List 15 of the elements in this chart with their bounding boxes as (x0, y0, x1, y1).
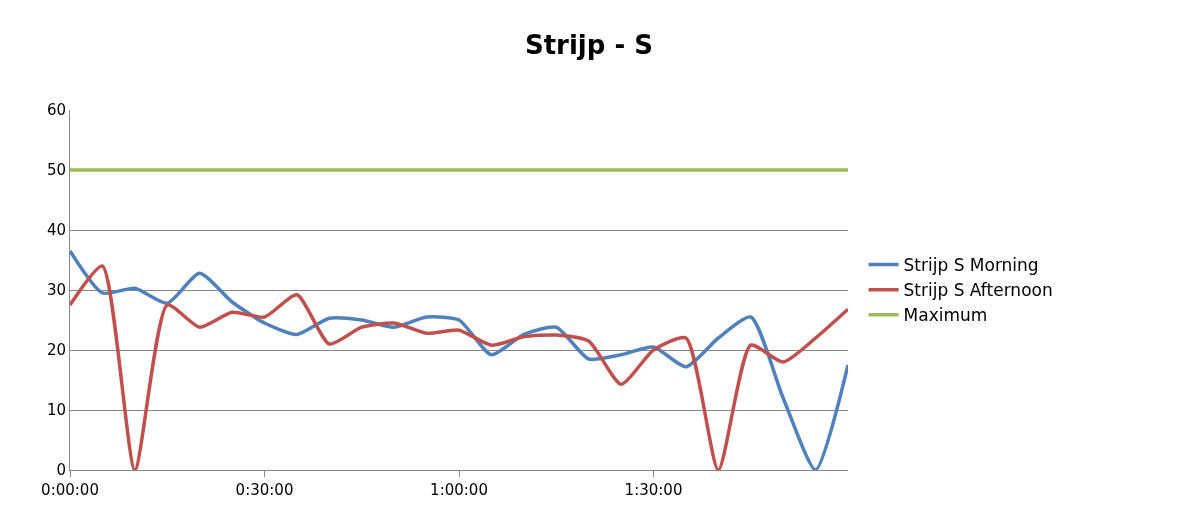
y-tick-label: 60 (46, 101, 66, 120)
x-tick-label: 1:30:00 (624, 481, 683, 499)
legend-label: Strijp S Afternoon (903, 280, 1053, 301)
legend-label: Maximum (903, 305, 988, 326)
y-tick-label: 20 (46, 341, 66, 360)
y-tick-label: 10 (46, 401, 66, 420)
x-tick-label: 1:00:00 (430, 481, 488, 499)
x-tick-label: 0:00:00 (41, 481, 99, 499)
y-tick-label: 50 (46, 161, 66, 180)
chart-title: Strijp - S (524, 30, 654, 61)
y-tick-label: 0 (56, 461, 66, 480)
legend-label: Strijp S Morning (903, 255, 1039, 276)
y-tick-label: 30 (46, 281, 66, 300)
x-tick-label: 0:30:00 (235, 481, 294, 499)
y-tick-label: 40 (46, 221, 66, 240)
